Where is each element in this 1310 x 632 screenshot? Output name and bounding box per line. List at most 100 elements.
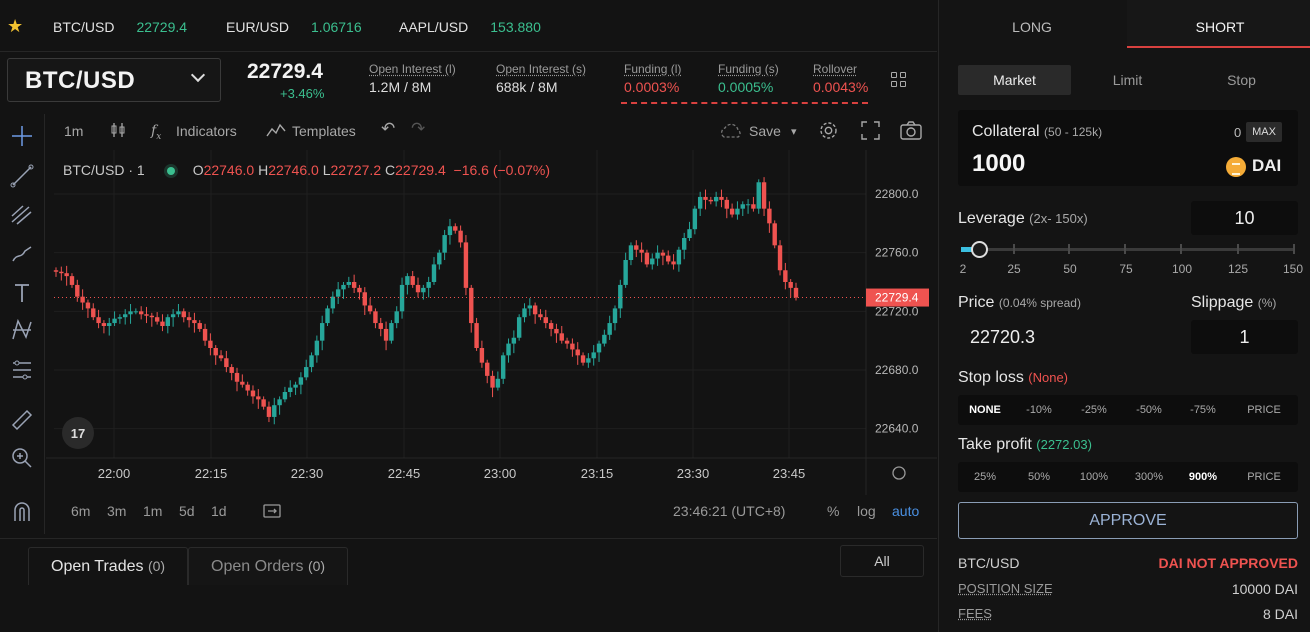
crosshair-icon[interactable]	[9, 123, 35, 149]
stop-loss-option[interactable]: -50%	[1136, 404, 1162, 416]
order-type-stop[interactable]: Stop	[1227, 72, 1256, 88]
log-toggle[interactable]: log	[857, 503, 876, 519]
tab-short[interactable]: SHORT	[1127, 0, 1310, 48]
stop-loss-price-option[interactable]: PRICE	[1247, 404, 1281, 416]
stat-label[interactable]: Rollover	[813, 62, 858, 76]
filter-all-button[interactable]: All	[840, 545, 924, 577]
candle-body	[469, 287, 474, 324]
position-size-label[interactable]: POSITION SIZE	[958, 581, 1053, 596]
slippage-label: Slippage (%)	[1191, 294, 1276, 312]
time-tick-label: 22:45	[388, 466, 421, 481]
auto-toggle[interactable]: auto	[892, 503, 920, 519]
range-1m[interactable]: 1m	[143, 503, 163, 519]
order-panel: LONG SHORT Market Limit Stop Collateral …	[938, 0, 1310, 632]
forecast-icon[interactable]	[9, 357, 35, 383]
slider-handle[interactable]	[971, 241, 988, 258]
collateral-input[interactable]: 1000	[972, 150, 1026, 177]
save-button[interactable]: Save	[749, 123, 781, 139]
pair-selector[interactable]: BTC/USD	[7, 58, 221, 102]
candle-body	[463, 242, 469, 288]
templates-icon[interactable]	[266, 121, 286, 139]
zoom-icon[interactable]	[9, 445, 35, 471]
max-button[interactable]: MAX	[1246, 122, 1282, 142]
take-profit-price-option[interactable]: PRICE	[1247, 471, 1281, 483]
candle-body	[751, 204, 756, 209]
take-profit-option[interactable]: 100%	[1079, 471, 1109, 483]
fees-label[interactable]: FEES	[958, 606, 992, 621]
take-profit-option[interactable]: 25%	[973, 471, 997, 483]
legend-h-label: H	[258, 162, 269, 178]
order-type-limit[interactable]: Limit	[1112, 72, 1143, 88]
range-6m[interactable]: 6m	[71, 503, 91, 519]
pattern-icon[interactable]	[9, 317, 35, 343]
candle-body	[777, 245, 783, 271]
save-chevron-icon[interactable]: ▾	[791, 126, 797, 138]
candle-body	[197, 323, 202, 329]
approve-button[interactable]: APPROVE	[958, 502, 1298, 539]
range-5d[interactable]: 5d	[179, 503, 195, 519]
fib-icon[interactable]	[9, 202, 35, 228]
candle-body	[713, 196, 719, 202]
redo-icon[interactable]: ↷	[411, 119, 426, 138]
stat-label[interactable]: Funding (l)	[624, 62, 682, 76]
slippage-unit: (%)	[1257, 296, 1277, 310]
take-profit-option[interactable]: 300%	[1134, 471, 1164, 483]
undo-icon[interactable]: ↶	[381, 119, 396, 138]
candle-body	[64, 273, 69, 277]
candlestick-chart-svg[interactable]: 22640.0 22680.0 22720.0 22760.0 22800.0 22729…	[46, 150, 937, 495]
take-profit-option[interactable]: 50%	[1027, 471, 1051, 483]
stop-loss-label: Stop loss (None)	[958, 369, 1068, 387]
candle-body	[697, 196, 703, 209]
range-3m[interactable]: 3m	[107, 503, 127, 519]
text-icon[interactable]	[9, 280, 35, 306]
stat-value: 688k / 8M	[496, 79, 558, 95]
candle-body	[186, 317, 192, 321]
ticker-aapl[interactable]: AAPL/USD 153.880	[399, 19, 541, 35]
gear-icon[interactable]	[818, 120, 839, 141]
camera-icon[interactable]	[900, 121, 922, 140]
ruler-icon[interactable]	[9, 407, 35, 433]
tab-long[interactable]: LONG	[1012, 19, 1052, 35]
candle-body	[650, 258, 655, 265]
price-input[interactable]: 22720.3	[970, 327, 1036, 347]
indicators-button[interactable]: Indicators	[176, 123, 237, 139]
fullscreen-icon[interactable]	[861, 121, 880, 140]
range-1d[interactable]: 1d	[211, 503, 227, 519]
clock[interactable]: 23:46:21 (UTC+8)	[673, 503, 786, 519]
stat-label[interactable]: Open Interest (l)	[369, 62, 456, 76]
slippage-input[interactable]: 1	[1191, 320, 1298, 354]
interval-button[interactable]: 1m	[64, 123, 84, 139]
trendline-icon[interactable]	[9, 163, 35, 189]
tab-open-trades[interactable]: Open Trades (0)	[28, 547, 189, 585]
price-chart[interactable]: 22640.0 22680.0 22720.0 22760.0 22800.0 22729…	[46, 150, 937, 495]
stat-label[interactable]: Funding (s)	[718, 62, 779, 76]
candle-body	[144, 314, 149, 316]
ticker-eur[interactable]: EUR/USD 1.06716	[226, 19, 362, 35]
ticker-btc[interactable]: BTC/USD 22729.4	[53, 19, 187, 35]
favorite-star-icon[interactable]: ★	[7, 16, 24, 36]
leverage-slider[interactable]	[961, 240, 1295, 260]
take-profit-option[interactable]: 900%	[1188, 471, 1218, 483]
tab-open-orders[interactable]: Open Orders (0)	[188, 547, 349, 585]
stop-loss-option[interactable]: -25%	[1081, 404, 1107, 416]
fees-value: 8 DAI	[1262, 606, 1298, 622]
date-range-icon[interactable]	[262, 501, 282, 521]
templates-button[interactable]: Templates	[292, 123, 356, 139]
stop-loss-option[interactable]: -75%	[1190, 404, 1216, 416]
candle-body	[330, 296, 336, 309]
stat-label[interactable]: Open Interest (s)	[496, 62, 587, 76]
leverage-input[interactable]: 10	[1191, 201, 1298, 235]
candle-body	[96, 317, 101, 324]
order-type-market[interactable]: Market	[958, 65, 1071, 95]
brush-icon[interactable]	[9, 241, 35, 267]
stop-loss-option[interactable]: -10%	[1026, 404, 1052, 416]
stop-loss-option[interactable]: NONE	[969, 404, 1001, 416]
magnet-icon[interactable]	[9, 499, 35, 525]
candle-body	[596, 343, 602, 353]
candles-type-icon[interactable]	[109, 121, 127, 139]
layout-grid-icon[interactable]	[891, 72, 907, 88]
percent-toggle[interactable]: %	[827, 503, 840, 519]
tab-count: (0)	[307, 558, 326, 574]
stat-rollover: Rollover 0.0043%	[813, 62, 868, 95]
candle-body	[149, 315, 155, 318]
